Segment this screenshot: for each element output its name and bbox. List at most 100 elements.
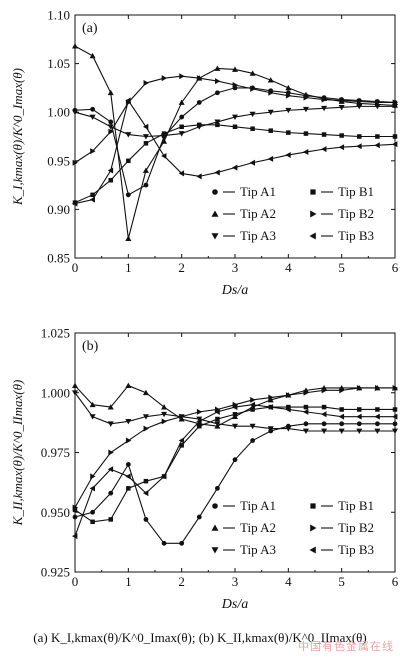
x-tick-label: 4 — [285, 574, 292, 589]
data-point — [321, 387, 328, 394]
data-point — [143, 517, 149, 522]
data-point — [143, 80, 149, 87]
data-point — [161, 131, 167, 136]
x-tick-label: 3 — [232, 574, 239, 589]
data-point — [267, 396, 274, 403]
plot-frame — [74, 332, 396, 573]
data-point — [197, 122, 202, 128]
data-point — [125, 419, 132, 425]
legend-label: Tip B2 — [338, 206, 374, 221]
data-point — [89, 114, 96, 121]
data-point — [356, 98, 363, 105]
legend-marker — [310, 524, 317, 532]
legend-marker — [211, 233, 219, 240]
x-axis-label: Ds/a — [221, 597, 248, 612]
y-tick-label: 0.85 — [47, 251, 70, 266]
y-tick-label: 1.000 — [41, 385, 70, 400]
data-point — [72, 390, 78, 396]
y-tick-label: 1.00 — [47, 105, 70, 120]
data-point — [250, 396, 256, 403]
data-point — [125, 97, 131, 104]
data-point — [72, 504, 78, 511]
data-point — [108, 449, 114, 456]
data-point — [286, 130, 291, 135]
legend-marker — [211, 210, 219, 217]
data-point — [303, 421, 309, 427]
data-point — [161, 138, 168, 144]
data-point — [267, 426, 274, 432]
data-point — [107, 404, 114, 410]
legend-label: Tip B1 — [338, 498, 374, 513]
data-point — [89, 485, 95, 492]
data-point — [285, 406, 291, 413]
data-point — [249, 423, 256, 430]
data-point — [72, 382, 78, 388]
data-point — [356, 421, 362, 427]
data-point — [321, 132, 327, 137]
data-point — [285, 84, 292, 91]
data-point — [179, 443, 184, 448]
data-point — [321, 421, 327, 427]
data-point — [143, 182, 149, 188]
data-point — [374, 428, 381, 434]
series-line — [74, 87, 396, 196]
legend-marker — [309, 232, 316, 240]
figure-caption: (a) K_I,kmax(θ)/K^0_Imax(θ); (b) K_II,km… — [33, 630, 367, 645]
data-point — [108, 119, 114, 125]
data-point — [232, 124, 238, 130]
y-tick-label: 1.025 — [41, 326, 70, 341]
data-point — [285, 426, 292, 432]
data-point — [338, 104, 345, 111]
data-point — [267, 77, 274, 83]
data-point — [250, 407, 255, 412]
data-point — [197, 423, 202, 429]
y-tick-label: 1.05 — [47, 56, 70, 71]
data-point — [215, 122, 220, 128]
data-point — [125, 132, 132, 138]
x-tick-label: 3 — [232, 260, 239, 275]
data-point — [392, 141, 398, 148]
data-point — [374, 103, 381, 110]
legend-marker — [310, 210, 317, 218]
data-point — [108, 517, 113, 522]
x-tick-label: 0 — [72, 260, 79, 275]
data-point — [178, 170, 185, 177]
data-point — [72, 109, 78, 116]
data-point — [196, 173, 202, 180]
data-point — [338, 413, 345, 420]
data-point — [356, 143, 362, 150]
data-point — [375, 384, 381, 391]
y-tick-label: 0.95 — [47, 153, 70, 168]
data-point — [179, 73, 185, 80]
data-point — [392, 407, 398, 412]
data-point — [356, 428, 363, 434]
legend-label: Tip B3 — [338, 228, 374, 243]
data-point — [125, 473, 131, 480]
data-point — [302, 408, 309, 415]
data-point — [285, 151, 291, 158]
data-point — [357, 134, 362, 139]
data-point — [375, 99, 381, 106]
data-point — [143, 425, 149, 432]
x-tick-label: 1 — [125, 574, 132, 589]
legend-label: Tip A2 — [240, 206, 276, 221]
data-point — [215, 416, 220, 422]
data-point — [72, 533, 78, 540]
data-point — [72, 507, 78, 513]
data-point — [179, 124, 184, 130]
data-point — [232, 81, 238, 88]
data-point — [161, 75, 168, 82]
legend-label: Tip A3 — [240, 228, 276, 243]
data-point — [214, 65, 221, 71]
data-point — [178, 437, 185, 444]
data-point — [321, 146, 327, 153]
data-point — [125, 462, 131, 467]
data-point — [178, 99, 185, 105]
legend-marker — [212, 189, 218, 195]
data-point — [374, 413, 380, 420]
data-point — [250, 85, 256, 92]
data-point — [142, 167, 149, 173]
data-point — [179, 540, 185, 546]
data-point — [196, 514, 202, 520]
data-point — [249, 159, 255, 166]
